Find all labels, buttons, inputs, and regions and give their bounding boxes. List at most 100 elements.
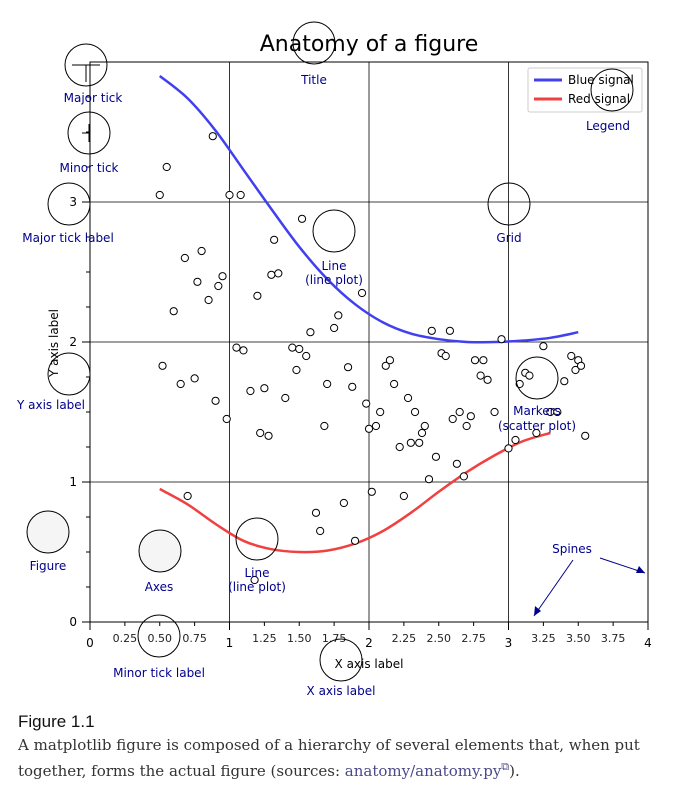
scatter-point (239, 346, 248, 355)
annotation-line-top: Line (321, 259, 346, 273)
scatter-point (232, 343, 241, 352)
scatter-point (306, 328, 315, 337)
annotation-legend: Legend (586, 119, 630, 133)
major-tick-callout-circle (64, 43, 108, 87)
scatter-point (183, 491, 192, 501)
scatter-point (490, 407, 499, 417)
markers-callout-circle (515, 356, 559, 400)
major-x-tick-label: 4 (644, 636, 652, 650)
scatter-point (525, 371, 534, 380)
major-x-tick-label: 2 (365, 636, 373, 650)
major-x-tick-label: 0 (86, 636, 94, 650)
scatter-point (236, 190, 245, 200)
scatter-point (431, 452, 441, 461)
scatter-point (208, 132, 217, 141)
scatter-point (367, 487, 376, 496)
scatter-point (445, 326, 455, 335)
scatter-point (267, 270, 276, 279)
scatter-point (155, 190, 164, 200)
scatter-point (553, 407, 562, 417)
minor-x-tick-label: 2.75 (461, 632, 486, 645)
scatter-point (441, 351, 450, 361)
annotation-minor-tick-label: Minor tick label (113, 666, 205, 680)
y-axis-label: Y axis label (47, 309, 61, 378)
scatter-point (197, 246, 206, 256)
red-signal-line (159, 431, 551, 554)
axes-callout-circle (138, 529, 182, 573)
scatter-point (459, 472, 468, 481)
scatter-point (246, 386, 255, 396)
x-axis-label: X axis label (335, 657, 404, 671)
spines-arrowhead-right (636, 566, 645, 573)
figure-caption: Figure 1.1 A matplotlib figure is compos… (18, 712, 668, 782)
minor-tick-callout-circle (67, 111, 111, 155)
scatter-point (403, 393, 413, 403)
scatter-point (470, 356, 480, 365)
annotation-axes: Axes (145, 580, 174, 594)
top-line-callout-circle (312, 209, 356, 253)
scatter-point (504, 444, 513, 453)
minor-x-tick-label: 2.50 (427, 632, 452, 645)
scatter-point (274, 269, 283, 278)
scatter-point (497, 335, 506, 344)
x-label-callout-circle (319, 638, 363, 682)
major-x-tick-label: 3 (505, 636, 513, 650)
external-link-icon: ⧉ (501, 760, 510, 773)
scatter-point (281, 393, 290, 403)
scatter-point (316, 526, 325, 536)
scatter-point (462, 421, 471, 431)
scatter-point (288, 343, 297, 352)
minor-x-tick-label: 0.75 (182, 632, 207, 645)
scatter-point (190, 374, 199, 383)
annotation-markers-sub: (scatter plot) (498, 419, 576, 433)
scatter-point (270, 235, 279, 244)
scatter-point (415, 438, 424, 447)
annotation-line-bottom-sub: (line plot) (228, 580, 286, 594)
chart-title: Anatomy of a figure (260, 32, 479, 57)
grid-callout-circle (487, 182, 531, 226)
y-label-callout-circle (47, 352, 91, 396)
annotation-circles (26, 21, 634, 682)
figure-callout-circle (26, 510, 70, 554)
scatter-point (390, 379, 399, 389)
scatter-point (364, 424, 374, 433)
source-link[interactable]: anatomy/anatomy.py (344, 762, 502, 780)
scatter-point (410, 407, 420, 417)
major-y-tick-label: 0 (69, 615, 77, 629)
scatter-point (218, 272, 227, 281)
scatter-point (176, 379, 185, 389)
scatter-point (334, 311, 343, 320)
major-y-tick-label: 3 (69, 195, 77, 209)
axes-spines (89, 61, 649, 623)
scatter-point (452, 459, 461, 468)
scatter-point (343, 363, 353, 372)
scatter-point (169, 307, 178, 316)
annotation-texts: Title Legend Major tick Minor tick Major… (16, 73, 630, 698)
scatter-point (323, 379, 332, 389)
anatomy-chart: 0 1 2 3 4 0.25 0.50 0.75 1.25 1.50 1.75 2.25 2.50 2.7… (16, 21, 652, 698)
scatter-point (330, 323, 339, 333)
scatter-point (424, 475, 434, 484)
annotation-grid: Grid (496, 231, 521, 245)
annotation-figure: Figure (30, 559, 67, 573)
scatter-point (311, 508, 321, 517)
scatter-point (539, 342, 548, 351)
bottom-line-callout-circle (235, 517, 279, 561)
scatter-point (376, 407, 385, 417)
scatter-point (297, 214, 307, 223)
scatter-point (581, 431, 590, 440)
annotation-minor-tick: Minor tick (60, 161, 119, 175)
legend-callout-circle (590, 68, 634, 112)
major-x-tick-label: 1 (226, 636, 234, 650)
minor-tick-label-callout-circle (137, 614, 181, 658)
scatter-point (302, 351, 311, 361)
scatter-point (466, 412, 475, 421)
annotation-spines: Spines (552, 542, 592, 556)
minor-x-tick-label: 2.25 (392, 632, 417, 645)
blue-signal-line (158, 75, 579, 344)
scatter-point (362, 399, 371, 408)
scatter-point (292, 365, 301, 375)
annotation-y-axis-label: Y axis label (16, 398, 85, 412)
annotation-line-top-sub: (line plot) (305, 273, 363, 287)
